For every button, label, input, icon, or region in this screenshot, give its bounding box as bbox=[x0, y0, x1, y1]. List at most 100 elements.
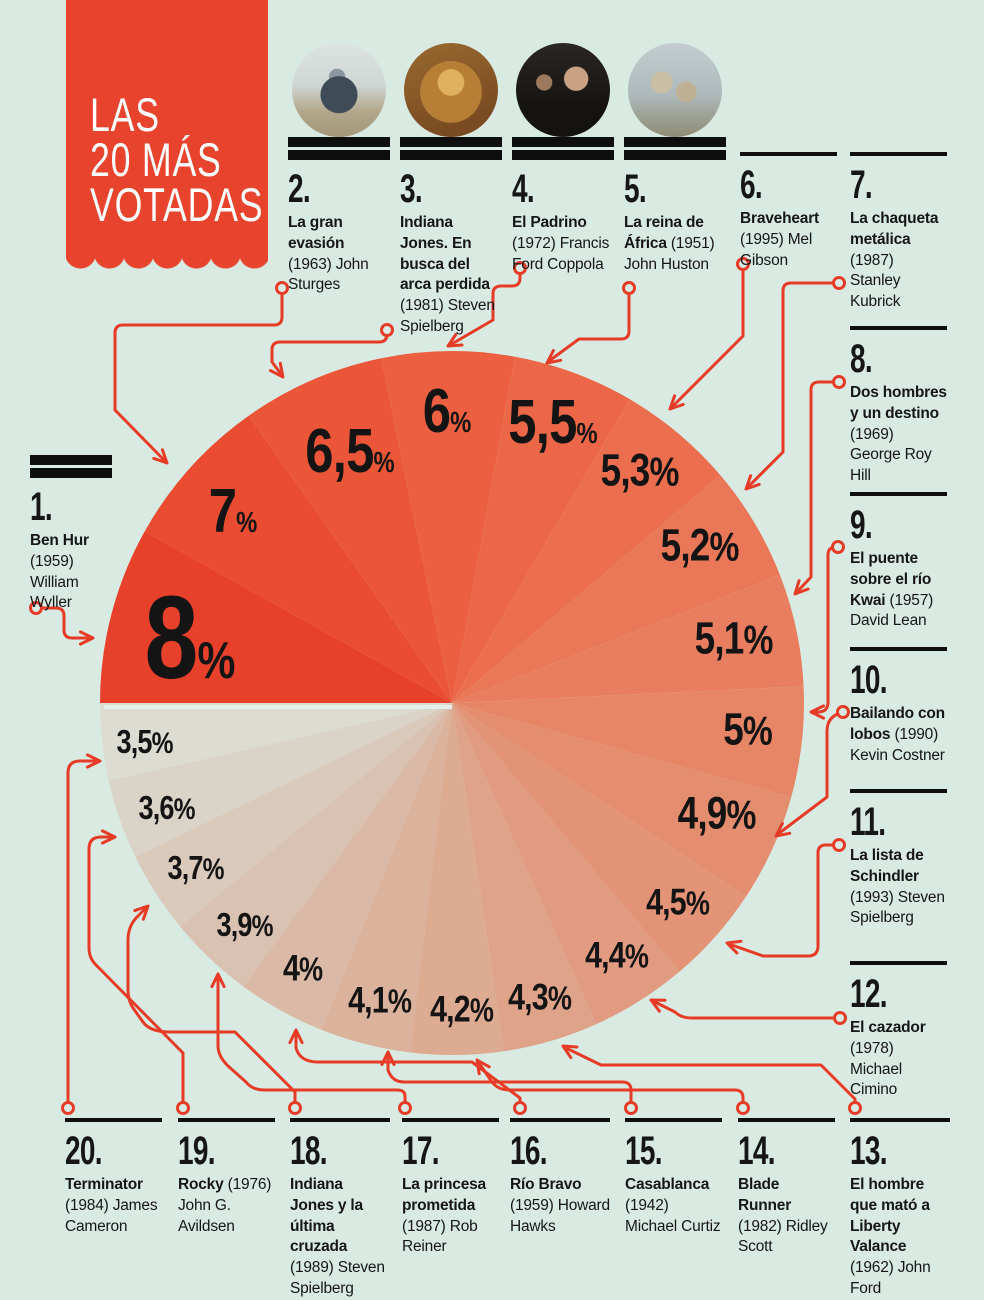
pie-label-value: 4,3 bbox=[508, 976, 549, 1018]
entry-detail: (1959) William Wyller bbox=[30, 552, 79, 612]
pie-label-13: 4,3% bbox=[508, 979, 572, 1016]
entry-info: La princesa prometida (1987) Rob Reiner bbox=[402, 1175, 499, 1258]
connector-line bbox=[294, 1032, 522, 1110]
banner-wave-edge bbox=[66, 256, 268, 270]
entry-rank: 4. bbox=[512, 167, 535, 211]
entry-1: 1. Ben Hur (1959) William Wyller bbox=[30, 455, 112, 614]
page-title: LAS 20 MÁS VOTADAS bbox=[90, 91, 263, 228]
rule-bar bbox=[65, 1118, 162, 1122]
connector-dot-icon bbox=[833, 1011, 847, 1025]
pie-label-unit: % bbox=[726, 791, 757, 838]
connector-8 bbox=[793, 375, 846, 596]
arrow-head-icon bbox=[78, 630, 95, 646]
the-african-queen-still-image bbox=[628, 43, 722, 137]
entry-detail: (1995) Mel Gibson bbox=[740, 230, 813, 269]
entry-rank: 20. bbox=[65, 1129, 103, 1173]
arrow-head-icon bbox=[288, 1028, 304, 1045]
pie-label-1: 8% bbox=[145, 579, 236, 697]
connector-2 bbox=[113, 281, 289, 465]
pie-label-12: 4,4% bbox=[585, 937, 649, 974]
entry-4: 4. El Padrino (1972) Francis Ford Coppola bbox=[512, 43, 614, 275]
entry-title: El puente sobre el río Kwai bbox=[850, 550, 932, 609]
rule-bar bbox=[740, 152, 837, 156]
entry-title: El Padrino bbox=[512, 214, 587, 231]
entry-rank: 10. bbox=[850, 658, 888, 702]
arrow-head-icon bbox=[152, 448, 169, 465]
pie-label-3: 6,5% bbox=[305, 421, 394, 483]
pie-label-value: 3,5 bbox=[116, 723, 152, 760]
entry-rank: 18. bbox=[290, 1129, 328, 1173]
connector-line bbox=[386, 1054, 633, 1110]
pie-label-value: 8 bbox=[144, 572, 199, 704]
arrow-head-icon bbox=[100, 829, 117, 845]
rule-bar bbox=[625, 1118, 722, 1122]
arrow-head-icon bbox=[561, 1044, 579, 1060]
the-godfather-still-image bbox=[516, 43, 610, 137]
connector-line bbox=[477, 1061, 745, 1110]
entry-info: Terminator (1984) James Cameron bbox=[65, 1175, 162, 1237]
entry-detail: (1989) Steven Spielberg bbox=[290, 1259, 385, 1297]
connector-dot-icon bbox=[275, 281, 289, 295]
pie-label-unit: % bbox=[743, 616, 774, 663]
entry-info: Braveheart (1995) Mel Gibson bbox=[740, 209, 837, 271]
pie-label-value: 4,9 bbox=[677, 787, 728, 839]
entry-15: 15. Casablanca (1942) Michael Curtiz bbox=[625, 1118, 722, 1237]
entry-6: 6. Braveheart (1995) Mel Gibson bbox=[740, 152, 837, 271]
pie-label-17: 3,9% bbox=[216, 908, 273, 942]
connector-line bbox=[727, 843, 841, 958]
entry-detail: (1963) John Sturges bbox=[288, 255, 369, 294]
pie-label-unit: % bbox=[685, 884, 710, 922]
connector-dot-icon bbox=[836, 705, 850, 719]
rule-bar bbox=[288, 150, 390, 160]
rule-bar bbox=[850, 152, 947, 156]
pie-label-unit: % bbox=[373, 447, 395, 479]
arrow-head-icon bbox=[744, 474, 761, 491]
pie-label-11: 4,5% bbox=[646, 884, 710, 921]
pie-label-unit: % bbox=[298, 950, 324, 988]
rule-bar bbox=[400, 137, 502, 147]
pie-label-unit: % bbox=[649, 448, 680, 495]
rule-bar bbox=[624, 137, 726, 147]
entry-title: Casablanca bbox=[625, 1176, 710, 1193]
raiders-of-the-lost-ark-poster-image bbox=[404, 43, 498, 137]
pie-label-8: 5,1% bbox=[695, 616, 774, 661]
rule-bar bbox=[288, 137, 390, 147]
entry-info: Ben Hur (1959) William Wyller bbox=[30, 531, 112, 614]
rule-bar bbox=[512, 137, 614, 147]
entry-detail: (1990) Kevin Costner bbox=[850, 725, 945, 764]
connector-line bbox=[66, 759, 99, 1110]
pie-label-9: 5% bbox=[723, 707, 773, 752]
entry-info: Casablanca (1942) Michael Curtiz bbox=[625, 1175, 722, 1237]
arrow-head-icon bbox=[725, 939, 743, 955]
entry-5: 5. La reina de África (1951) John Huston bbox=[624, 43, 726, 275]
pie-label-value: 5 bbox=[723, 703, 744, 755]
entry-info: El cazador (1978) Michael Cimino bbox=[850, 1018, 947, 1101]
pie-label-4: 6% bbox=[423, 381, 472, 443]
arrow-head-icon bbox=[85, 753, 102, 769]
pie-label-value: 4,5 bbox=[646, 881, 687, 923]
entry-title: Bailando con lobos bbox=[850, 705, 945, 743]
arrow-head-icon bbox=[380, 1050, 396, 1067]
entry-title: Río Bravo bbox=[510, 1176, 582, 1193]
pie-label-unit: % bbox=[469, 991, 494, 1029]
connector-12 bbox=[649, 998, 847, 1025]
entry-rank: 14. bbox=[738, 1129, 776, 1173]
connector-dot-icon bbox=[398, 1101, 412, 1115]
rule-bar bbox=[850, 1118, 950, 1122]
connector-dot-icon bbox=[622, 281, 636, 295]
entry-13: 13. El hombre que mató a Liberty Valance … bbox=[850, 1118, 950, 1300]
connector-dot-icon bbox=[176, 1101, 190, 1115]
entry-2: 2. La gran evasión (1963) John Sturges bbox=[288, 43, 390, 296]
rule-bar bbox=[850, 326, 947, 330]
entry-rank: 6. bbox=[740, 163, 763, 207]
rule-bar bbox=[850, 647, 947, 651]
arrow-head-icon bbox=[475, 1058, 491, 1076]
entry-rank: 15. bbox=[625, 1129, 663, 1173]
pie-label-value: 4,1 bbox=[348, 979, 389, 1021]
connector-7 bbox=[744, 276, 846, 491]
connector-dot-icon bbox=[831, 540, 845, 554]
entry-info: Indiana Jones. En busca del arca perdida… bbox=[400, 213, 502, 338]
pie-label-value: 5,1 bbox=[694, 612, 745, 664]
entry-title: El cazador bbox=[850, 1019, 926, 1036]
